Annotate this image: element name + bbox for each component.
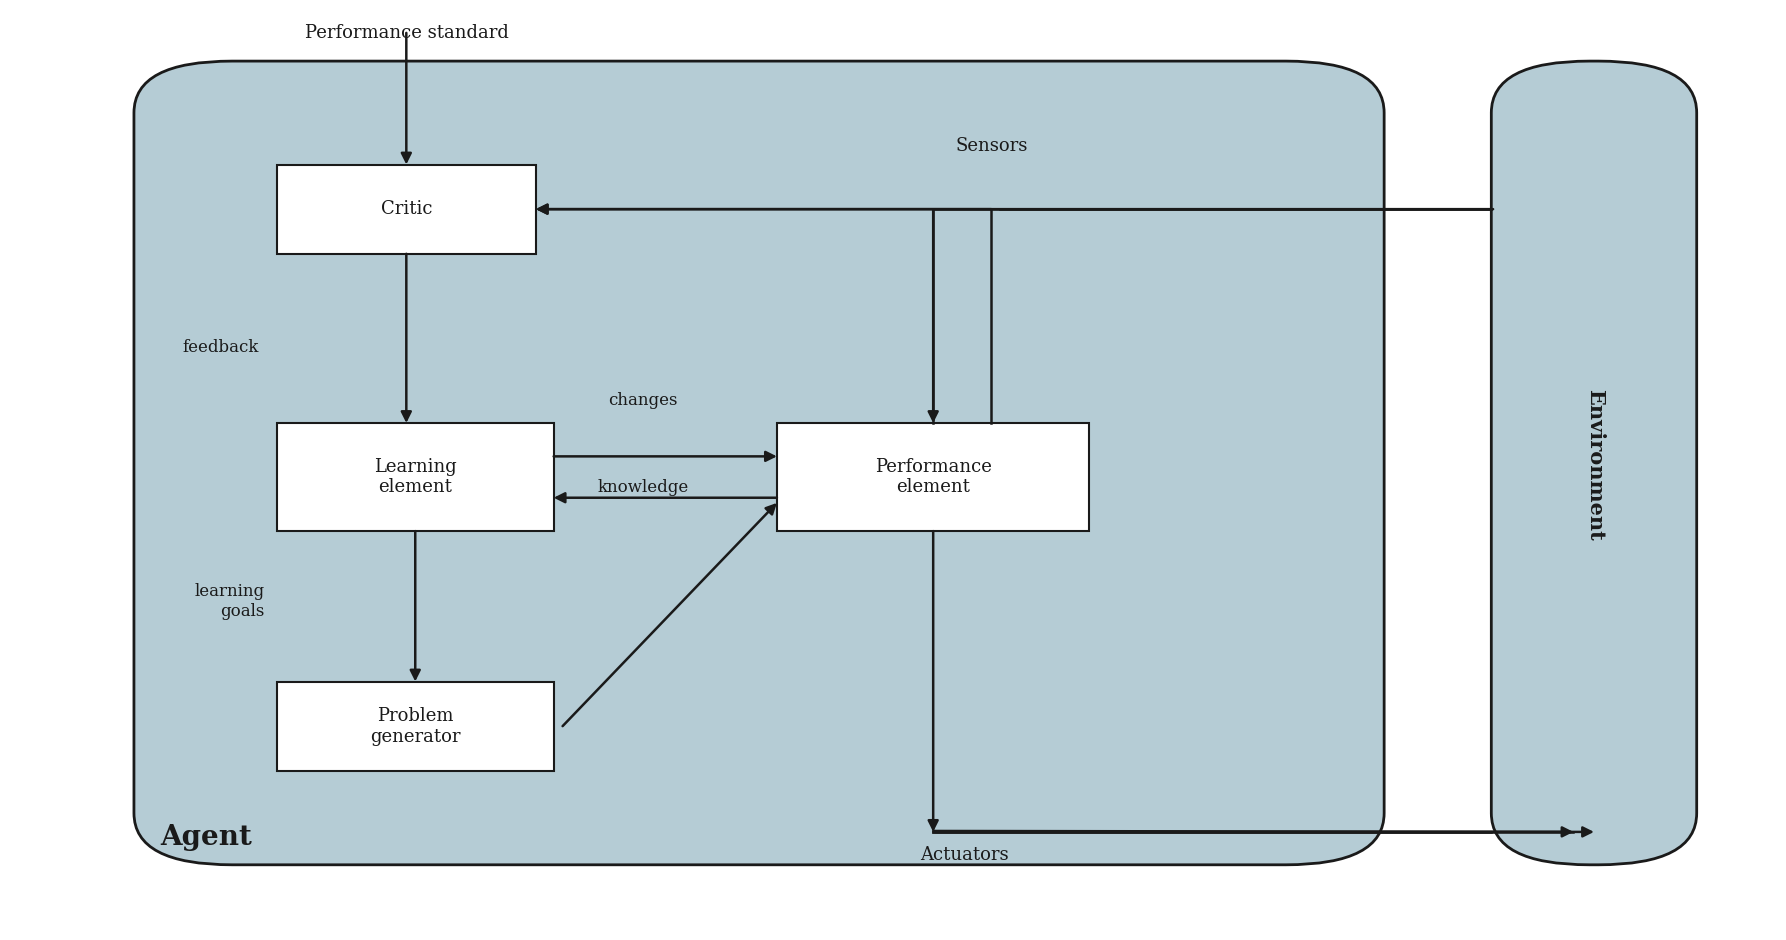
FancyBboxPatch shape bbox=[777, 423, 1089, 531]
Text: Critic: Critic bbox=[380, 200, 432, 218]
FancyBboxPatch shape bbox=[134, 61, 1384, 865]
Text: Learning
element: Learning element bbox=[373, 458, 457, 496]
Text: Problem
generator: Problem generator bbox=[370, 707, 461, 745]
Text: Performance
element: Performance element bbox=[875, 458, 991, 496]
Text: Environment: Environment bbox=[1584, 389, 1606, 541]
Text: Performance standard: Performance standard bbox=[305, 24, 509, 41]
FancyBboxPatch shape bbox=[1491, 61, 1697, 865]
Text: learning
goals: learning goals bbox=[195, 584, 264, 619]
FancyBboxPatch shape bbox=[277, 423, 554, 531]
Text: Actuators: Actuators bbox=[920, 846, 1009, 865]
Text: changes: changes bbox=[609, 392, 677, 409]
FancyBboxPatch shape bbox=[277, 682, 554, 771]
Text: knowledge: knowledge bbox=[597, 479, 689, 496]
Text: Sensors: Sensors bbox=[956, 136, 1027, 155]
Text: Agent: Agent bbox=[161, 823, 252, 851]
FancyBboxPatch shape bbox=[277, 164, 536, 254]
Text: feedback: feedback bbox=[182, 339, 259, 356]
